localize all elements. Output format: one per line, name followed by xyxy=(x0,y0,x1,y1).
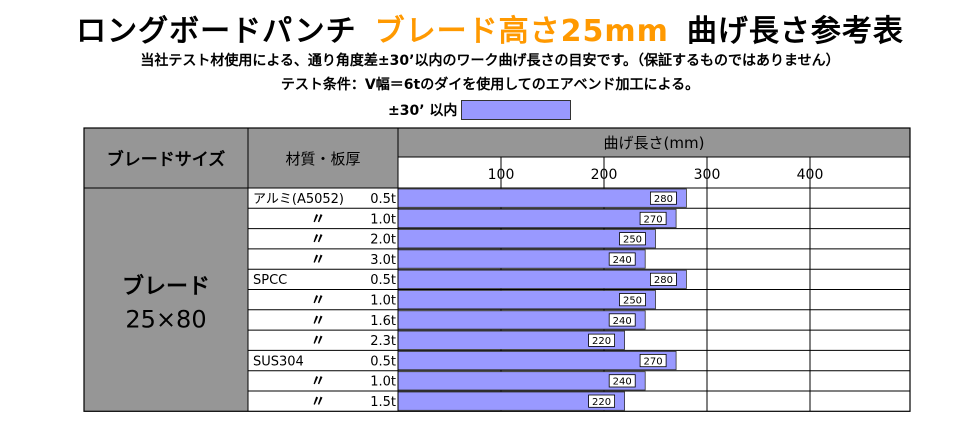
data-label: 240 xyxy=(613,255,632,266)
bar xyxy=(397,188,687,208)
thickness-label: 1.5t xyxy=(370,395,396,410)
material-label: SUS304 xyxy=(253,354,304,369)
thickness-label: 0.5t xyxy=(370,354,396,369)
data-label-box xyxy=(608,374,636,388)
note-line-2: テスト条件：V幅＝6tのダイを使用してのエアベンド加工による。 xyxy=(280,77,700,93)
data-label-box xyxy=(588,333,615,347)
data-label-box xyxy=(650,191,677,205)
material-label: 〃 xyxy=(310,311,325,329)
thickness-label: 0.5t xyxy=(370,273,396,288)
legend-swatch xyxy=(461,100,572,120)
data-label: 250 xyxy=(623,296,642,307)
data-label: 240 xyxy=(613,377,632,388)
data-label-box xyxy=(619,293,646,307)
bar xyxy=(397,350,677,371)
data-label: 280 xyxy=(654,275,673,286)
bar xyxy=(397,269,687,289)
data-label: 250 xyxy=(623,235,642,246)
bar xyxy=(397,310,646,330)
material-cell-bg xyxy=(248,188,398,412)
col-length-header: 曲げ長さ(mm) xyxy=(604,134,705,152)
page-title: ロングボードパンチ ブレード高さ25mm 曲げ長さ参考表 xyxy=(0,6,980,50)
material-label: 〃 xyxy=(310,230,325,248)
thickness-label: 1.0t xyxy=(370,212,396,227)
header-bg-left xyxy=(84,128,398,188)
data-label: 240 xyxy=(613,316,632,327)
thickness-label: 1.0t xyxy=(370,375,396,390)
material-label: 〃 xyxy=(310,291,325,309)
thickness-label: 1.6t xyxy=(370,314,396,329)
data-label-box xyxy=(608,313,636,327)
data-label-box xyxy=(639,211,667,226)
material-label: 〃 xyxy=(310,331,325,349)
bar xyxy=(397,229,656,249)
material-label: SPCC xyxy=(253,273,287,288)
data-label: 270 xyxy=(644,356,663,367)
data-label: 280 xyxy=(654,194,673,205)
col-material-header: 材質・板厚 xyxy=(285,150,360,168)
blade-name: ブレード xyxy=(122,274,210,300)
header-bg-length xyxy=(398,128,910,157)
data-label-box xyxy=(588,394,615,408)
title-blade: ブレード高さ25mm xyxy=(374,14,669,49)
data-label-box xyxy=(650,272,677,286)
thickness-label: 0.5t xyxy=(370,192,396,207)
bar xyxy=(397,371,646,391)
col-blade-header: ブレードサイズ xyxy=(107,149,226,170)
thickness-label: 1.0t xyxy=(370,294,396,309)
data-label-box xyxy=(619,232,646,246)
table-border xyxy=(83,127,911,412)
x-tick-label: 200 xyxy=(591,167,618,183)
blade-cell-bg xyxy=(84,188,248,412)
blade-size: 25×80 xyxy=(125,306,206,334)
bar xyxy=(397,208,677,229)
thickness-label: 2.0t xyxy=(370,233,396,248)
title-suffix: 曲げ長さ参考表 xyxy=(686,14,904,49)
data-label-box xyxy=(608,252,636,266)
x-tick-label: 100 xyxy=(488,167,515,183)
material-label: 〃 xyxy=(310,250,325,268)
data-label-box xyxy=(639,353,667,368)
legend: ±30’ 以内 xyxy=(388,100,572,120)
data-label: 220 xyxy=(592,336,611,347)
material-label: アルミ(A5052) xyxy=(253,192,344,207)
note-line-1: 当社テスト材使用による、通り角度差±30’以内のワーク曲げ長さの目安です。（保証… xyxy=(140,53,840,69)
bar xyxy=(397,290,656,310)
material-label: 〃 xyxy=(310,392,325,410)
material-label: 〃 xyxy=(310,209,325,227)
x-tick-label: 400 xyxy=(797,167,824,183)
x-tick-label: 300 xyxy=(694,167,721,183)
thickness-label: 2.3t xyxy=(370,334,396,349)
bar xyxy=(397,249,646,269)
thickness-label: 3.0t xyxy=(370,253,396,268)
legend-label: ±30’ 以内 xyxy=(388,103,458,119)
material-label: 〃 xyxy=(310,372,325,390)
title-main: ロングボードパンチ xyxy=(76,14,357,49)
data-label: 220 xyxy=(592,397,611,408)
data-label: 270 xyxy=(644,214,663,225)
